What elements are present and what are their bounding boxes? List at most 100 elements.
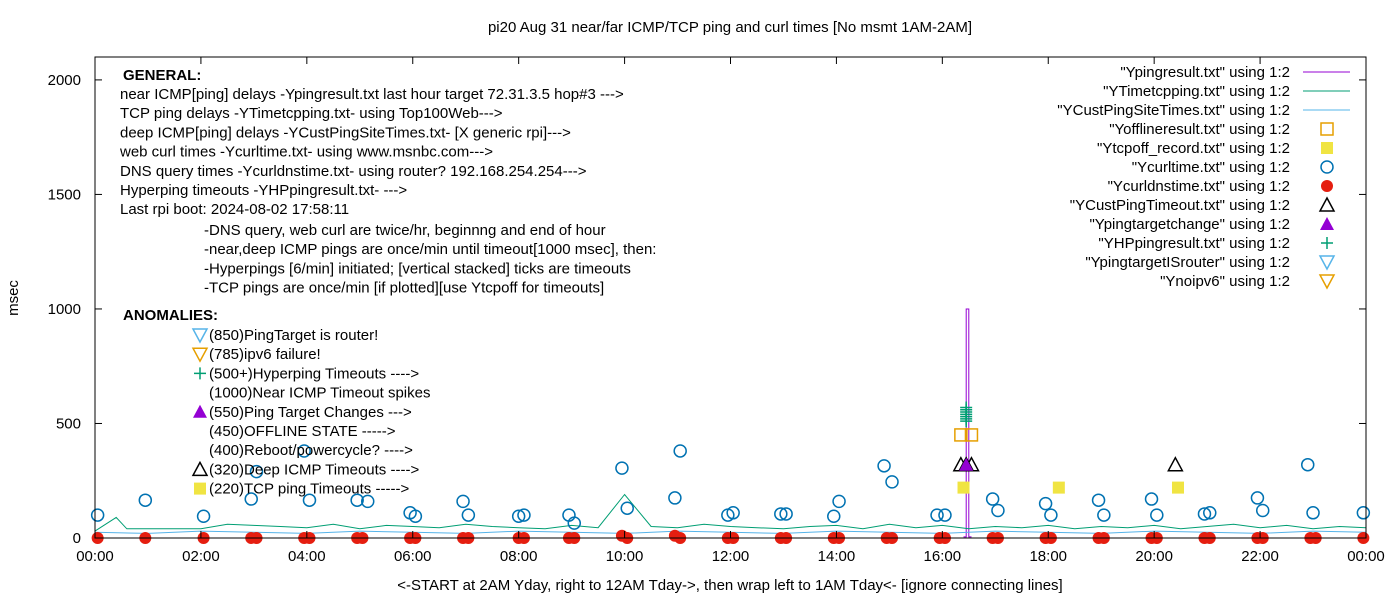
series-5-point-27	[877, 459, 891, 473]
legend: "Ypingresult.txt" using 1:2 "YTimetcpping…	[1057, 64, 1350, 290]
y-tick-label-4: 2000	[48, 72, 81, 89]
series-5-point-17	[615, 461, 629, 475]
series-5-point-32	[991, 503, 1005, 518]
anomaly-item-8: (220)TCP ping Timeouts ----->	[209, 481, 409, 498]
series-5-point-2	[196, 509, 211, 523]
x-tick-label-2: 04:00	[288, 548, 326, 565]
anomaly-symbol-4	[193, 404, 207, 418]
series-5-point-39	[1197, 507, 1212, 521]
x-tick-label-4: 08:00	[500, 548, 538, 565]
series-5-point-23	[774, 507, 788, 521]
anomaly-item-5: (450)OFFLINE STATE ----->	[209, 423, 396, 440]
series-5-point-45	[1356, 506, 1371, 520]
series-5-point-30	[938, 508, 952, 522]
anomaly-symbol-8	[194, 482, 206, 495]
series-5-point-35	[1091, 493, 1106, 507]
general-subline-1: -near,deep ICMP pings are once/min until…	[204, 241, 656, 258]
series-5-point-1	[138, 493, 153, 507]
legend-label-9: "YHPpingresult.txt" using 1:2	[1098, 235, 1290, 252]
x-tick-label-12: 00:00	[1347, 548, 1385, 565]
legend-label-7: "YCustPingTimeout.txt" using 1:2	[1070, 197, 1290, 214]
legend-swatch-11	[1318, 274, 1336, 290]
x-tick-label-8: 16:00	[924, 548, 962, 565]
chart-title: pi20 Aug 31 near/far ICMP/TCP ping and c…	[488, 19, 972, 36]
series-5-point-41	[1250, 491, 1265, 505]
anomalies-header: ANOMALIES:	[123, 307, 218, 324]
legend-label-10: "YpingtargetISrouter" using 1:2	[1085, 254, 1290, 271]
series-5-point-8	[360, 494, 375, 509]
anomaly-item-4: (550)Ping Target Changes --->	[209, 404, 412, 421]
series-5-point-38	[1150, 508, 1164, 522]
anomaly-symbol-1	[191, 347, 209, 363]
legend-swatch-7	[1318, 196, 1336, 212]
anomaly-item-1: (785)ipv6 failure!	[209, 346, 321, 363]
series-5-point-25	[827, 509, 841, 523]
x-tick-label-7: 14:00	[818, 548, 856, 565]
legend-label-2: "YCustPingSiteTimes.txt" using 1:2	[1057, 102, 1290, 119]
legend-label-3: "Yofflineresult.txt" using 1:2	[1109, 121, 1290, 138]
series-5-point-34	[1044, 508, 1058, 522]
legend-swatch-9	[1321, 237, 1333, 249]
y-tick-label-2: 1000	[48, 301, 81, 318]
anomaly-item-7: (320)Deep ICMP Timeouts ---->	[209, 461, 419, 478]
series-0	[963, 308, 972, 538]
general-line-2: deep ICMP[ping] delays -YCustPingSiteTim…	[120, 124, 571, 141]
series-5-point-16	[567, 516, 582, 530]
legend-label-8: "Ypingtargetchange" using 1:2	[1089, 216, 1290, 233]
series-5-point-40	[1203, 506, 1217, 520]
x-tick-label-1: 02:00	[182, 548, 220, 565]
general-line-5: Hyperping timeouts -YHPpingresult.txt- -…	[120, 182, 407, 199]
series-5-point-5	[297, 444, 311, 458]
series-4-point-1	[1052, 481, 1065, 494]
series-4-point-0	[957, 481, 970, 494]
series-5-point-12	[461, 508, 476, 522]
legend-swatch-5	[1320, 160, 1334, 174]
series-7	[952, 456, 1184, 472]
legend-label-11: "Ynoipv6" using 1:2	[1160, 273, 1290, 290]
series-5-point-22	[726, 506, 740, 520]
general-subline-0: -DNS query, web curl are twice/hr, begin…	[204, 222, 606, 239]
anomaly-item-3: (1000)Near ICMP Timeout spikes	[209, 385, 430, 402]
legend-label-6: "Ycurldnstime.txt" using 1:2	[1108, 178, 1290, 195]
general-line-4: DNS query times -Ycurldnstime.txt- using…	[120, 163, 587, 180]
y-axis-label: msec	[5, 280, 22, 316]
legend-label-5: "Ycurltime.txt" using 1:2	[1132, 159, 1290, 176]
general-line-3: web curl times -Ycurltime.txt- using www…	[119, 144, 493, 161]
series-5-point-28	[885, 475, 899, 489]
series-5-point-44	[1306, 506, 1320, 520]
series-3-point-1	[964, 428, 979, 442]
series-5-point-31	[985, 492, 1000, 506]
legend-swatch-8	[1320, 217, 1334, 230]
anomaly-symbol-2	[194, 367, 206, 380]
annotation-layer: GENERAL: near ICMP[ping] delays -Ypingres…	[119, 67, 656, 498]
legend-label-1: "YTimetcpping.txt" using 1:2	[1103, 83, 1290, 100]
series-5-point-33	[1038, 496, 1053, 511]
x-tick-label-11: 22:00	[1241, 548, 1279, 565]
series-8-point-0	[959, 457, 974, 471]
series-5-point-29	[930, 508, 944, 522]
x-tick-label-3: 06:00	[394, 548, 432, 565]
anomaly-symbol-0	[191, 328, 209, 344]
anomaly-item-0: (850)PingTarget is router!	[209, 327, 378, 344]
legend-label-0: "Ypingresult.txt" using 1:2	[1120, 64, 1290, 81]
series-7-point-3	[1167, 456, 1184, 472]
general-subline-2: -Hyperpings [6/min] initiated; [vertical…	[204, 260, 631, 277]
series-9	[960, 401, 973, 428]
anomaly-item-2: (500+)Hyperping Timeouts ---->	[209, 365, 419, 382]
x-tick-label-6: 12:00	[712, 548, 750, 565]
y-tick-label-0: 0	[73, 530, 81, 547]
series-5-point-6	[302, 493, 317, 507]
series-4-point-2	[1171, 481, 1184, 494]
general-subline-3: -TCP pings are once/min [if plotted][use…	[204, 280, 604, 297]
series-5-point-36	[1097, 508, 1111, 522]
general-line-6: Last rpi boot: 2024-08-02 17:58:11	[120, 201, 349, 218]
series-5-point-10	[408, 509, 423, 523]
legend-swatch-4	[1321, 142, 1333, 154]
axes-layer: 00:00 02:00 04:00 06:00 08:00 10:00 12:00 14:00…	[48, 56, 1385, 565]
x-tick-label-5: 10:00	[606, 548, 644, 565]
series-5	[90, 444, 1371, 530]
data-layer	[90, 308, 1371, 544]
series-6	[91, 529, 1370, 544]
series-5-point-3	[244, 492, 258, 506]
series-1	[94, 493, 1367, 532]
